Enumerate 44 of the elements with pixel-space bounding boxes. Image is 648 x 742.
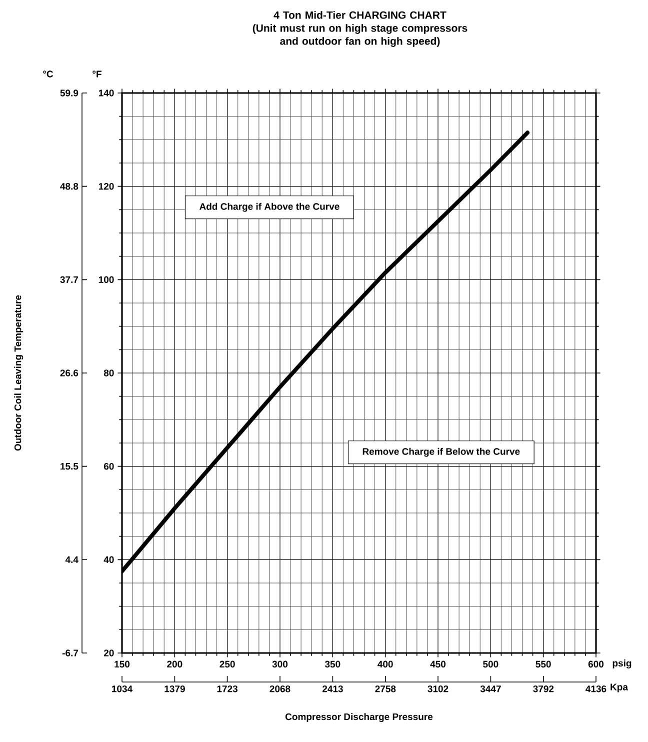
chart-title: 4 Ton Mid-Tier CHARGING CHART [274, 11, 446, 19]
y-tick-label: 140 [98, 90, 114, 96]
y-tick-label: 20 [104, 650, 114, 656]
y-tick-label: 100 [98, 276, 114, 284]
x-tick-label: 500 [483, 660, 498, 668]
x-tick-label: 400 [378, 660, 393, 668]
text: °F [92, 70, 102, 78]
x2-tick-label: 4136 [586, 686, 606, 692]
text: psig [612, 660, 632, 668]
x2-tick-label: 1723 [217, 686, 238, 692]
text: Kpa [610, 684, 628, 692]
x2-tick-label: 3792 [533, 686, 554, 692]
x-tick-label: 350 [324, 660, 340, 668]
y2-tick-label: -6.7 [62, 650, 78, 656]
x2-tick-label: 2413 [322, 686, 343, 692]
x-tick-label: 200 [167, 660, 182, 668]
text: °C [43, 70, 54, 78]
x2-tick-label: 2758 [375, 686, 396, 692]
y-tick-label: 60 [104, 462, 114, 470]
x-tick-label: 300 [272, 660, 288, 668]
y2-tick-label: 37.7 [60, 276, 78, 284]
x-tick-label: 550 [536, 660, 551, 668]
x2-tick-label: 1034 [112, 686, 133, 692]
x-axis-title: Compressor Discharge Pressure [285, 713, 433, 722]
y2-axis-title: Outdoor Coil Leaving Temperature [14, 295, 24, 451]
y-tick-label: 120 [98, 182, 114, 190]
x-tick-label: 250 [220, 660, 235, 668]
x2-tick-label: 2068 [270, 686, 290, 692]
y2-tick-label: 4.4 [65, 556, 78, 563]
x-tick-label: 150 [114, 660, 130, 668]
annotation: Remove Charge if Below the Curve [362, 448, 520, 457]
y2-tick-label: 48.8 [60, 182, 78, 190]
x2-tick-label: 3102 [428, 686, 448, 692]
y-tick-label: 40 [104, 556, 114, 564]
annotation: Add Charge if Above the Curve [199, 202, 340, 212]
x-tick-label: 450 [430, 660, 446, 668]
y-tick-label: 80 [104, 370, 114, 376]
y2-tick-label: 26.6 [60, 370, 78, 376]
y2-tick-label: 59.9 [60, 90, 78, 96]
x2-tick-label: 3447 [480, 686, 501, 692]
chart-subtitle: (Unit must run on high stage compressors and outdoor fan on high speed) [252, 24, 468, 47]
x-tick-label: 600 [588, 660, 604, 668]
x2-tick-label: 1379 [164, 686, 185, 692]
y2-tick-label: 15.5 [60, 463, 78, 470]
